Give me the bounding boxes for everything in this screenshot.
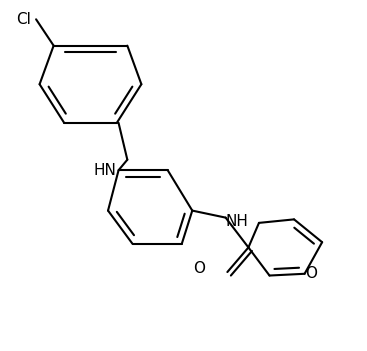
Text: O: O [306, 266, 317, 281]
Text: HN: HN [94, 163, 117, 178]
Text: O: O [193, 261, 205, 276]
Text: NH: NH [226, 214, 248, 229]
Text: Cl: Cl [16, 12, 30, 27]
